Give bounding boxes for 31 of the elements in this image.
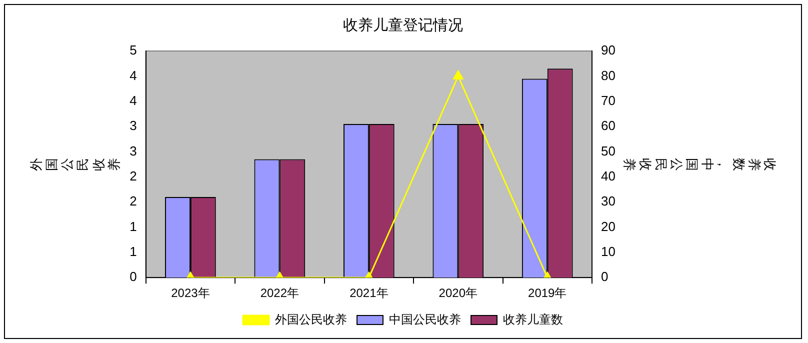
x-tick-label: 2020年 xyxy=(438,286,478,300)
x-tick-label: 2019年 xyxy=(528,286,567,300)
y2-tick-label: 50 xyxy=(601,143,616,158)
chart-title: 收养儿童登记情况 xyxy=(343,17,463,34)
y2-tick-label: 80 xyxy=(601,68,616,83)
x-tick-label: 2022年 xyxy=(260,286,300,300)
y-tick-label: 3 xyxy=(130,118,137,134)
legend-label: 中国公民收养 xyxy=(389,312,461,326)
y2-tick-label: 60 xyxy=(601,118,616,134)
y2-tick-label: 90 xyxy=(601,42,616,58)
y-tick-label: 0 xyxy=(130,269,137,284)
y-tick-label: 2 xyxy=(130,194,137,209)
y2-tick-label: 0 xyxy=(601,269,608,284)
y2-tick-label: 10 xyxy=(601,244,616,259)
y2-tick-label: 40 xyxy=(601,168,616,184)
y2-tick-label: 20 xyxy=(601,218,616,234)
y-tick-label: 4 xyxy=(130,68,137,83)
y-tick-label: 1 xyxy=(130,244,137,259)
y2-tick-label: 70 xyxy=(601,92,616,108)
y-tick-label: 4 xyxy=(130,92,137,108)
y-tick-label: 1 xyxy=(130,218,137,234)
legend-label: 外国公民收养 xyxy=(275,312,347,326)
y2-tick-label: 30 xyxy=(601,194,616,209)
x-tick-label: 2021年 xyxy=(350,286,388,300)
y-tick-label: 2 xyxy=(130,168,137,184)
legend-label: 收养儿童数 xyxy=(503,312,563,326)
text: 收养数，中国公民收养 xyxy=(622,158,778,171)
y-tick-label: 5 xyxy=(130,42,137,58)
y-tick-label: 3 xyxy=(130,143,137,158)
x-tick-label: 2023年 xyxy=(171,286,210,300)
y-axis-title: 外国公民收养 xyxy=(28,158,122,171)
